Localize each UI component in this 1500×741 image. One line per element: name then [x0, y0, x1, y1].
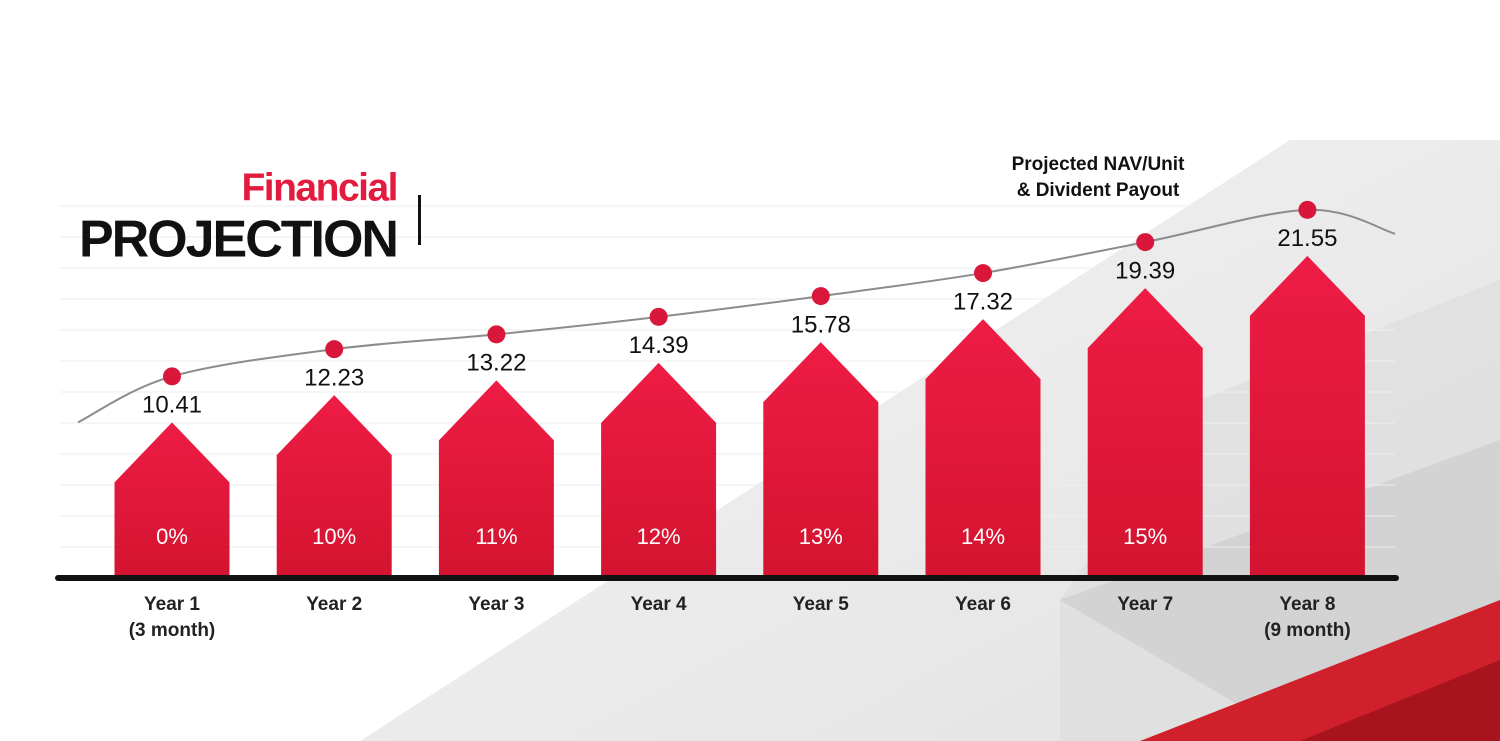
x-tick-label: Year 6 [955, 594, 1011, 615]
arrow-bar [1087, 288, 1203, 578]
line-tail [1307, 208, 1396, 235]
x-tick-label: Year 3 [468, 594, 524, 615]
arrow-bar [276, 395, 392, 578]
nav-marker [974, 264, 992, 283]
payout-label: 15% [1123, 524, 1167, 549]
chart-title: Financial [241, 166, 397, 209]
line-label: Projected NAV/Unit [1012, 154, 1185, 175]
line-label: & Divident Payout [1017, 180, 1180, 201]
nav-marker [163, 367, 181, 386]
arrow-bar [763, 342, 879, 578]
arrow-bar [438, 380, 554, 578]
line-tail [77, 375, 173, 424]
payout-label: 12% [637, 524, 681, 549]
value-label: 10.41 [142, 392, 202, 419]
arrow-bar [1249, 255, 1365, 578]
x-tick-label: (9 month) [1264, 620, 1351, 641]
payout-label: 10% [312, 524, 356, 549]
arrow-bar [114, 422, 230, 578]
nav-marker [487, 325, 506, 344]
x-tick-label: Year 1 [144, 594, 200, 615]
arrow-bar [601, 362, 717, 578]
value-label: 15.78 [791, 311, 851, 338]
nav-marker [811, 287, 830, 306]
chart-subtitle: PROJECTION [79, 211, 397, 269]
arrow-bar [925, 319, 1041, 578]
x-tick-label: Year 4 [631, 594, 687, 615]
value-label: 12.23 [304, 365, 364, 392]
background-shape [1300, 660, 1500, 741]
value-label: 14.39 [629, 332, 689, 359]
payout-label: 13% [799, 524, 843, 549]
value-label: 17.32 [953, 288, 1013, 315]
value-label: 19.39 [1115, 257, 1175, 284]
nav-marker [1136, 233, 1155, 252]
payout-label: 11% [475, 524, 517, 549]
x-tick-label: (3 month) [129, 620, 216, 641]
value-label: 21.55 [1277, 225, 1337, 252]
x-tick-label: Year 7 [1117, 594, 1173, 615]
x-tick-label: Year 2 [306, 594, 362, 615]
value-label: 13.22 [466, 350, 526, 377]
baseline [55, 575, 1399, 581]
divider [418, 195, 421, 245]
nav-marker [1298, 200, 1317, 219]
payout-label: 14% [961, 524, 1005, 549]
x-tick-label: Year 8 [1279, 594, 1335, 615]
payout-label: 0% [156, 524, 188, 549]
nav-line [171, 208, 1308, 378]
nav-marker [325, 340, 344, 359]
nav-marker [649, 307, 668, 326]
x-tick-label: Year 5 [793, 594, 849, 615]
